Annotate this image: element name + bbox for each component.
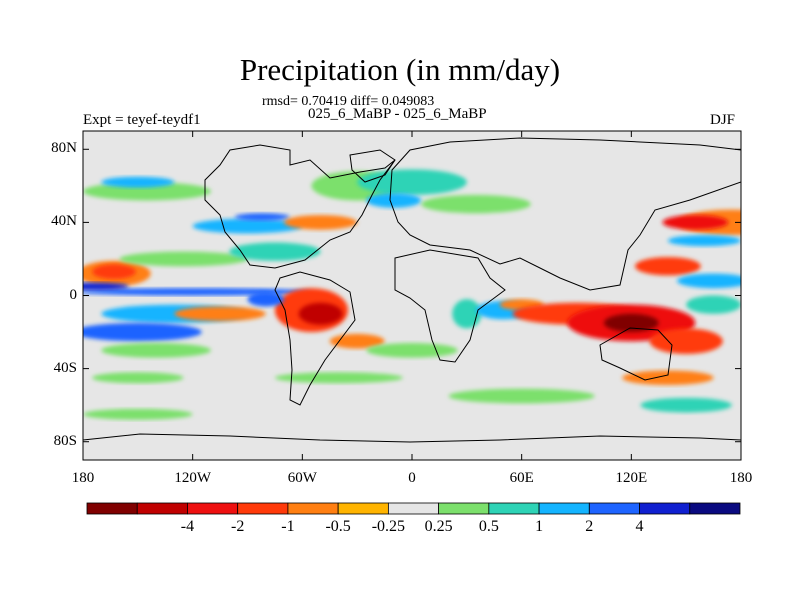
colorbar-label: -2 [231, 518, 245, 535]
y-tick-label: 80S [53, 432, 77, 449]
colorbar-box [488, 502, 540, 515]
coast-australia [599, 327, 673, 381]
colorbar-box [387, 502, 440, 515]
precip-anomaly-40 [448, 388, 595, 404]
coast-antarctica [83, 433, 741, 443]
colorbar-box [337, 502, 389, 515]
precip-anomaly-21 [83, 322, 202, 342]
colorbar-label: 0.25 [424, 518, 453, 535]
x-tick-label: 180 [729, 470, 753, 486]
precip-anomaly-28 [366, 343, 458, 358]
case-line: 025_6_MaBP - 025_6_MaBP [308, 106, 487, 122]
colorbar [86, 502, 741, 515]
precip-anomaly-5 [192, 218, 303, 234]
precip-anomaly-41 [640, 397, 732, 413]
x-tick-label: 120E [615, 470, 648, 486]
precip-anomaly-17 [667, 235, 741, 247]
colorbar-box [237, 502, 289, 515]
y-tick-label: 40N [51, 213, 77, 230]
precip-anomaly-11 [357, 169, 467, 195]
x-tick-label: 60W [287, 470, 317, 486]
precip-anomaly-26 [247, 291, 285, 307]
precip-anomaly-37 [622, 370, 714, 386]
precip-anomaly-7 [229, 242, 321, 261]
colorbar-label: 1 [535, 518, 544, 535]
coast-greenland [349, 149, 396, 183]
precip-anomaly-13 [421, 194, 531, 214]
colorbar-label: -0.25 [371, 518, 406, 535]
precip-anomaly-6 [234, 213, 290, 221]
colorbar-box [136, 502, 188, 515]
colorbar-box [187, 502, 239, 515]
precip-anomaly-29 [452, 299, 482, 329]
precip-anomaly-12 [366, 193, 422, 208]
coast-eurasia [389, 137, 741, 291]
y-tick-label: 0 [69, 286, 78, 303]
colorbar-label: 4 [635, 518, 644, 535]
precip-anomaly-25 [298, 302, 343, 325]
precip-anomaly-22 [101, 343, 211, 358]
precip-anomaly-8 [83, 182, 211, 201]
colorbar-label: -4 [180, 518, 195, 535]
precip-anomaly-36 [686, 295, 741, 314]
colorbar-box [438, 502, 490, 515]
stats-line: rmsd= 0.70419 diff= 0.049083 [262, 94, 435, 109]
x-tick-label: 120W [174, 470, 211, 486]
y-tick-label: 80N [51, 140, 77, 157]
precip-anomaly-35 [649, 328, 723, 354]
coast-africa [394, 249, 506, 363]
precip-anomaly-38 [274, 372, 403, 384]
precip-anomaly-34 [603, 313, 659, 333]
precip-anomaly-16 [662, 215, 729, 230]
precip-anomaly-4 [119, 251, 248, 267]
precip-anomaly-23 [174, 306, 266, 322]
coast-south-america [274, 271, 356, 406]
coast-north-america [204, 144, 396, 269]
x-tick-label: 180 [71, 470, 95, 486]
season-label: DJF [710, 112, 736, 128]
colorbar-label: -1 [281, 518, 295, 535]
precip-anomaly-27 [329, 333, 385, 349]
colorbar-label: -0.5 [325, 518, 351, 535]
colorbar-box [588, 502, 640, 515]
precip-anomaly-18 [634, 257, 701, 276]
colorbar-box [639, 502, 691, 515]
experiment-label: Expt = teyef-teydf1 [83, 112, 201, 128]
precip-anomaly-42 [83, 408, 193, 420]
precip-anomaly-9 [101, 176, 175, 188]
precip-anomaly-39 [92, 372, 184, 384]
colorbar-box [86, 502, 138, 515]
colorbar-label: 0.5 [478, 518, 499, 535]
x-tick-label: 0 [408, 470, 416, 486]
colorbar-box [287, 502, 339, 515]
coastlines [83, 137, 741, 443]
y-tick-label: 40S [53, 359, 77, 376]
precip-anomaly-3 [83, 282, 129, 291]
axes [82, 131, 742, 460]
chart-title: Precipitation (in mm/day) [239, 52, 561, 87]
colorbar-label: 2 [585, 518, 594, 535]
precip-anomaly-19 [677, 273, 741, 289]
colorbar-box [689, 502, 741, 515]
precip-anomaly-1 [92, 264, 137, 280]
x-tick-label: 60E [509, 470, 534, 486]
precip-anomaly-14 [284, 215, 358, 230]
colorbar-box [538, 502, 590, 515]
